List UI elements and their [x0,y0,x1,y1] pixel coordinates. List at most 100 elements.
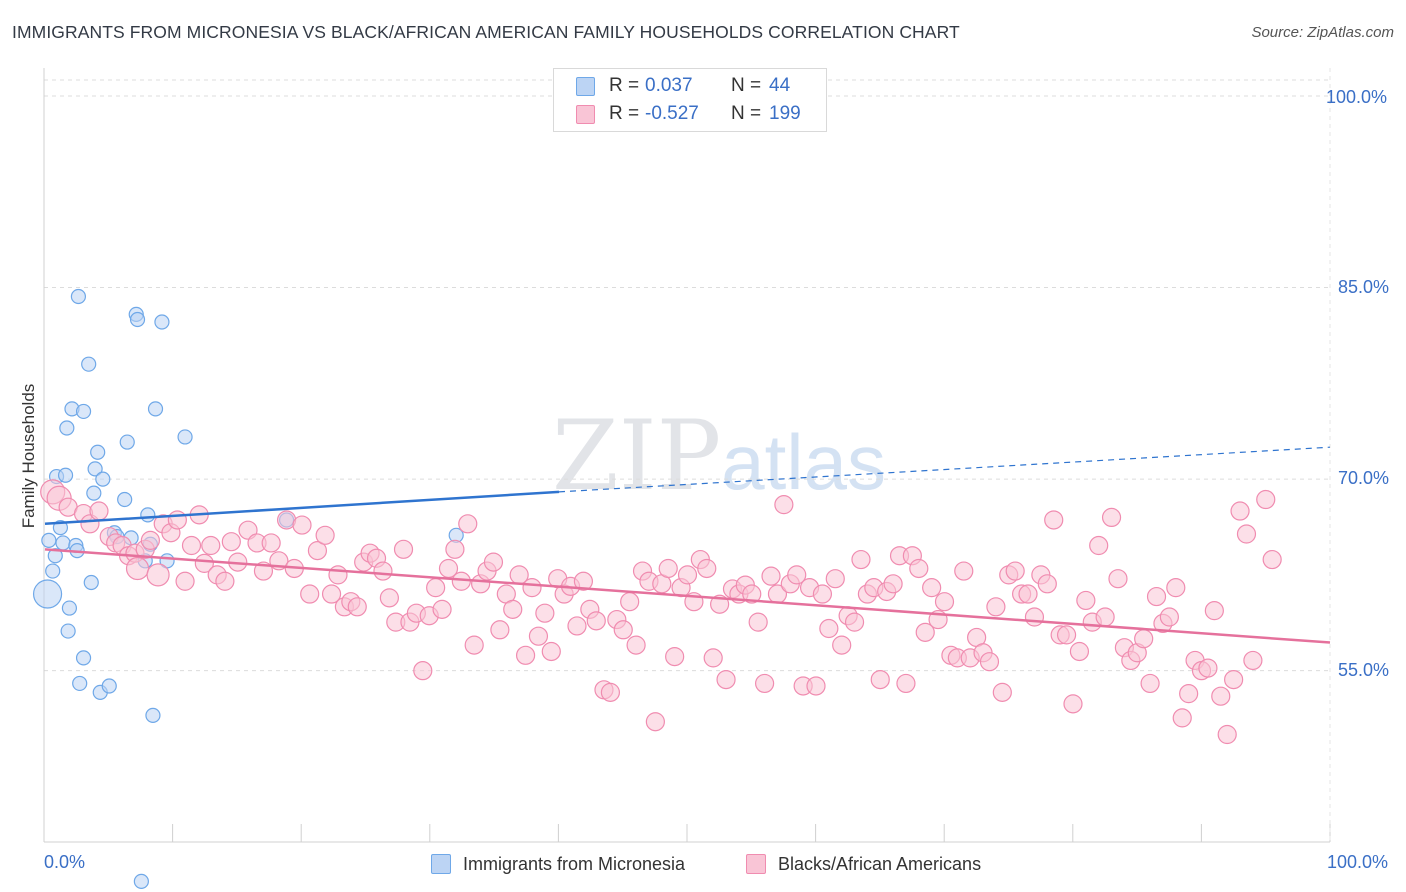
data-point-black [445,539,465,559]
data-point-micronesia [45,563,61,579]
data-point-micronesia [129,311,146,328]
legend-r-label: R = [609,75,640,96]
data-point-micronesia [70,288,87,305]
data-point-black [167,510,187,530]
data-point-black [1037,574,1057,594]
data-point-micronesia [177,429,193,445]
data-point-micronesia [90,444,106,460]
data-point-black [1056,625,1077,645]
data-point-black [528,626,549,646]
data-point-micronesia [81,356,97,372]
data-point-black [1134,629,1154,649]
data-point-black [774,495,794,515]
data-point-black [645,712,665,732]
data-point-micronesia [32,579,63,609]
data-point-black [787,565,807,585]
data-point-micronesia [140,507,156,523]
data-point-black [613,620,633,640]
data-point-black [347,597,367,617]
data-point-black [1095,607,1115,627]
data-point-micronesia [145,707,161,723]
data-point-black [1101,507,1122,528]
data-point-black [321,584,342,604]
data-point-black [221,532,241,552]
x-tick-label-max: 100.0% [1327,852,1389,872]
data-point-micronesia [75,403,92,420]
data-point-micronesia [72,675,88,692]
legend-n-label: N = [731,75,762,96]
data-point-black [194,553,214,573]
data-point-black [307,541,328,561]
data-point-black [1217,724,1237,745]
data-point-black [201,535,221,556]
data-point-black [175,571,195,591]
data-point-micronesia [119,434,135,450]
data-point-black [883,574,903,594]
data-point-black [754,673,775,694]
data-point-micronesia [57,467,74,483]
data-point-black [1005,561,1025,581]
data-point-black [1076,590,1096,611]
data-point-black [703,648,723,668]
data-point-black [626,635,646,655]
legend-r-value: -0.527 [645,103,699,124]
bottom-legend-label-micronesia: Immigrants from Micronesia [463,853,686,874]
data-point-black [261,533,281,553]
data-point-black [426,578,446,598]
data-point-black [1256,489,1276,510]
y-tick-label-55: 55.0% [1338,660,1390,680]
data-point-black [909,558,929,579]
data-point-micronesia [95,471,111,487]
bottom-legend-black: Blacks/African Americans [746,852,981,876]
trend-line-micronesia [44,490,560,526]
data-point-black [458,514,478,534]
data-point-black [812,584,833,604]
legend-n-value: 199 [769,103,801,124]
trend-line-black [44,548,1331,644]
data-point-black [819,618,839,639]
data-point-black [379,588,399,608]
data-point-black [1262,549,1282,570]
data-point-black [1063,694,1083,714]
data-point-black [1069,641,1090,662]
data-point-black [373,561,393,581]
data-point-black [432,599,452,619]
data-point-black [716,669,736,690]
data-point-micronesia [60,623,76,639]
data-point-black [490,620,510,640]
data-point-black [1146,586,1167,607]
data-point-black [665,647,685,667]
data-point-black [567,616,587,636]
data-point-black [1204,601,1224,621]
data-point-black [573,571,594,591]
data-point-black [1108,569,1128,589]
data-point-black [89,501,109,521]
data-point-black [954,561,974,581]
data-point-black [328,565,348,585]
data-point-black [146,563,170,587]
data-point-black [315,525,335,545]
data-point-micronesia [61,600,78,616]
data-point-micronesia [154,314,170,330]
data-point-black [658,558,678,579]
data-point-black [986,597,1006,617]
data-point-black [1140,673,1160,694]
data-point-micronesia [47,548,63,564]
data-point-black [1172,708,1192,728]
legend-swatch-micronesia [576,76,595,96]
data-point-micronesia [133,873,149,889]
data-point-black [1224,669,1244,690]
legend-n-label: N = [731,103,762,124]
data-point-micronesia [55,535,71,551]
y-tick-label-70: 70.0% [1338,468,1390,488]
data-point-black [934,592,955,612]
data-point-black [922,578,942,598]
data-point-black [742,584,762,604]
data-point-black [522,578,542,598]
data-point-black [832,635,852,655]
data-point-black [1044,510,1064,530]
legend-r-label: R = [609,103,640,124]
data-point-black [451,571,471,591]
data-point-micronesia [41,532,57,548]
